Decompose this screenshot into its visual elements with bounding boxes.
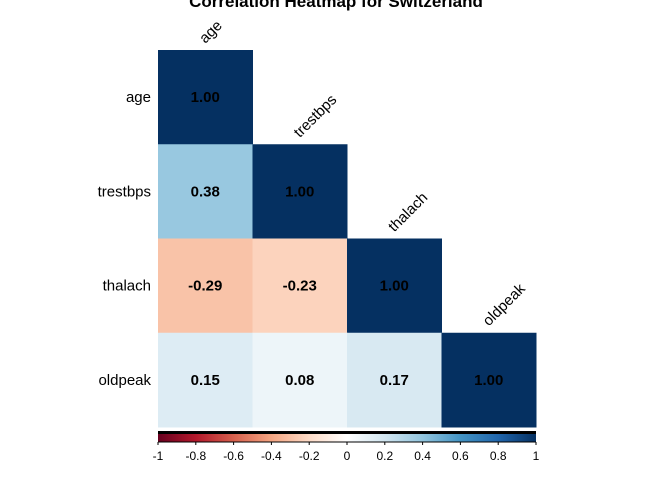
- chart-title: Correlation Heatmap for Switzerland: [189, 0, 483, 11]
- column-label: age: [196, 17, 226, 47]
- heatmap-cell: [252, 238, 348, 334]
- heatmap-cell: [158, 332, 253, 428]
- cell-value-label: 1.00: [474, 372, 503, 389]
- heatmap-cell: [347, 332, 442, 428]
- colorbar-tick-label: 0.6: [452, 449, 469, 463]
- cell-value-label: -0.29: [188, 278, 222, 295]
- cell-value-label: 1.00: [285, 183, 314, 200]
- cell-value-label: 0.15: [191, 372, 220, 389]
- column-label: thalach: [385, 189, 431, 235]
- colorbar-tick-label: -0.6: [223, 449, 244, 463]
- colorbar-tick-label: -0.8: [185, 449, 206, 463]
- row-label: oldpeak: [98, 372, 151, 389]
- colorbar-top-border: [158, 431, 536, 434]
- cell-value-label: 1.00: [191, 89, 220, 106]
- column-label: trestbps: [291, 91, 341, 141]
- colorbar-tick-label: -1: [153, 449, 164, 463]
- colorbar-tick-label: -0.4: [261, 449, 282, 463]
- cell-value-label: 1.00: [380, 278, 409, 295]
- cell-value-label: 0.17: [380, 372, 409, 389]
- row-label: thalach: [103, 278, 151, 295]
- row-labels: age trestbps thalach oldpeak: [98, 89, 152, 389]
- row-label: age: [126, 89, 151, 106]
- colorbar: -1 -0.8 -0.6 -0.4 -0.2 0 0.2 0.4 0.6 0.8 1: [153, 431, 540, 463]
- heatmap-cell: [158, 144, 253, 239]
- cell-value-label: 0.08: [285, 372, 314, 389]
- colorbar-tick-label: 0.2: [376, 449, 393, 463]
- cell-value-label: 0.38: [191, 183, 220, 200]
- heatmap-cell: [158, 238, 253, 334]
- colorbar-tick-label: 0.4: [414, 449, 431, 463]
- cell-value-label: -0.23: [283, 278, 317, 295]
- colorbar-gradient: [158, 431, 536, 442]
- colorbar-tick-label: -0.2: [299, 449, 320, 463]
- heatmap-cell: [252, 332, 348, 428]
- heatmap-cell: [441, 332, 537, 428]
- row-label: trestbps: [98, 183, 151, 200]
- heatmap-cells: 1.00 0.38 1.00 -0.29 -0.23 1.00 0.15 0.08 0.17 1.…: [158, 50, 537, 428]
- colorbar-tick-label: 0.8: [490, 449, 507, 463]
- heatmap-cell: [252, 144, 348, 239]
- colorbar-tick-label: 1: [533, 449, 540, 463]
- column-label: oldpeak: [480, 280, 530, 330]
- heatmap-cell: [347, 238, 442, 334]
- heatmap-cell: [158, 50, 253, 145]
- colorbar-tick-label: 0: [344, 449, 351, 463]
